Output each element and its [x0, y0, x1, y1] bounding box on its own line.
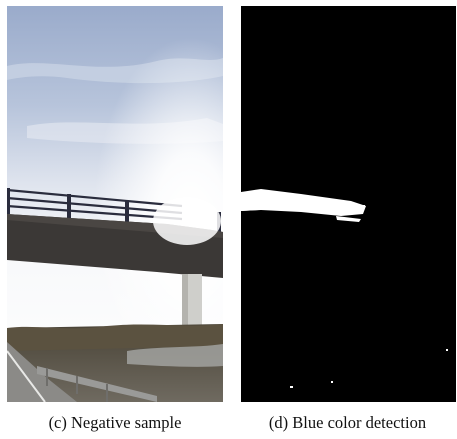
caption-negative-sample: (c) Negative sample [48, 413, 182, 432]
negative-sample-image [7, 6, 223, 402]
blue-detection-mask [241, 6, 456, 402]
negative-sample-photo [7, 6, 223, 402]
caption-blue-color-detection: (d) Blue color detection [268, 413, 427, 432]
blue-detection-image [241, 6, 456, 402]
